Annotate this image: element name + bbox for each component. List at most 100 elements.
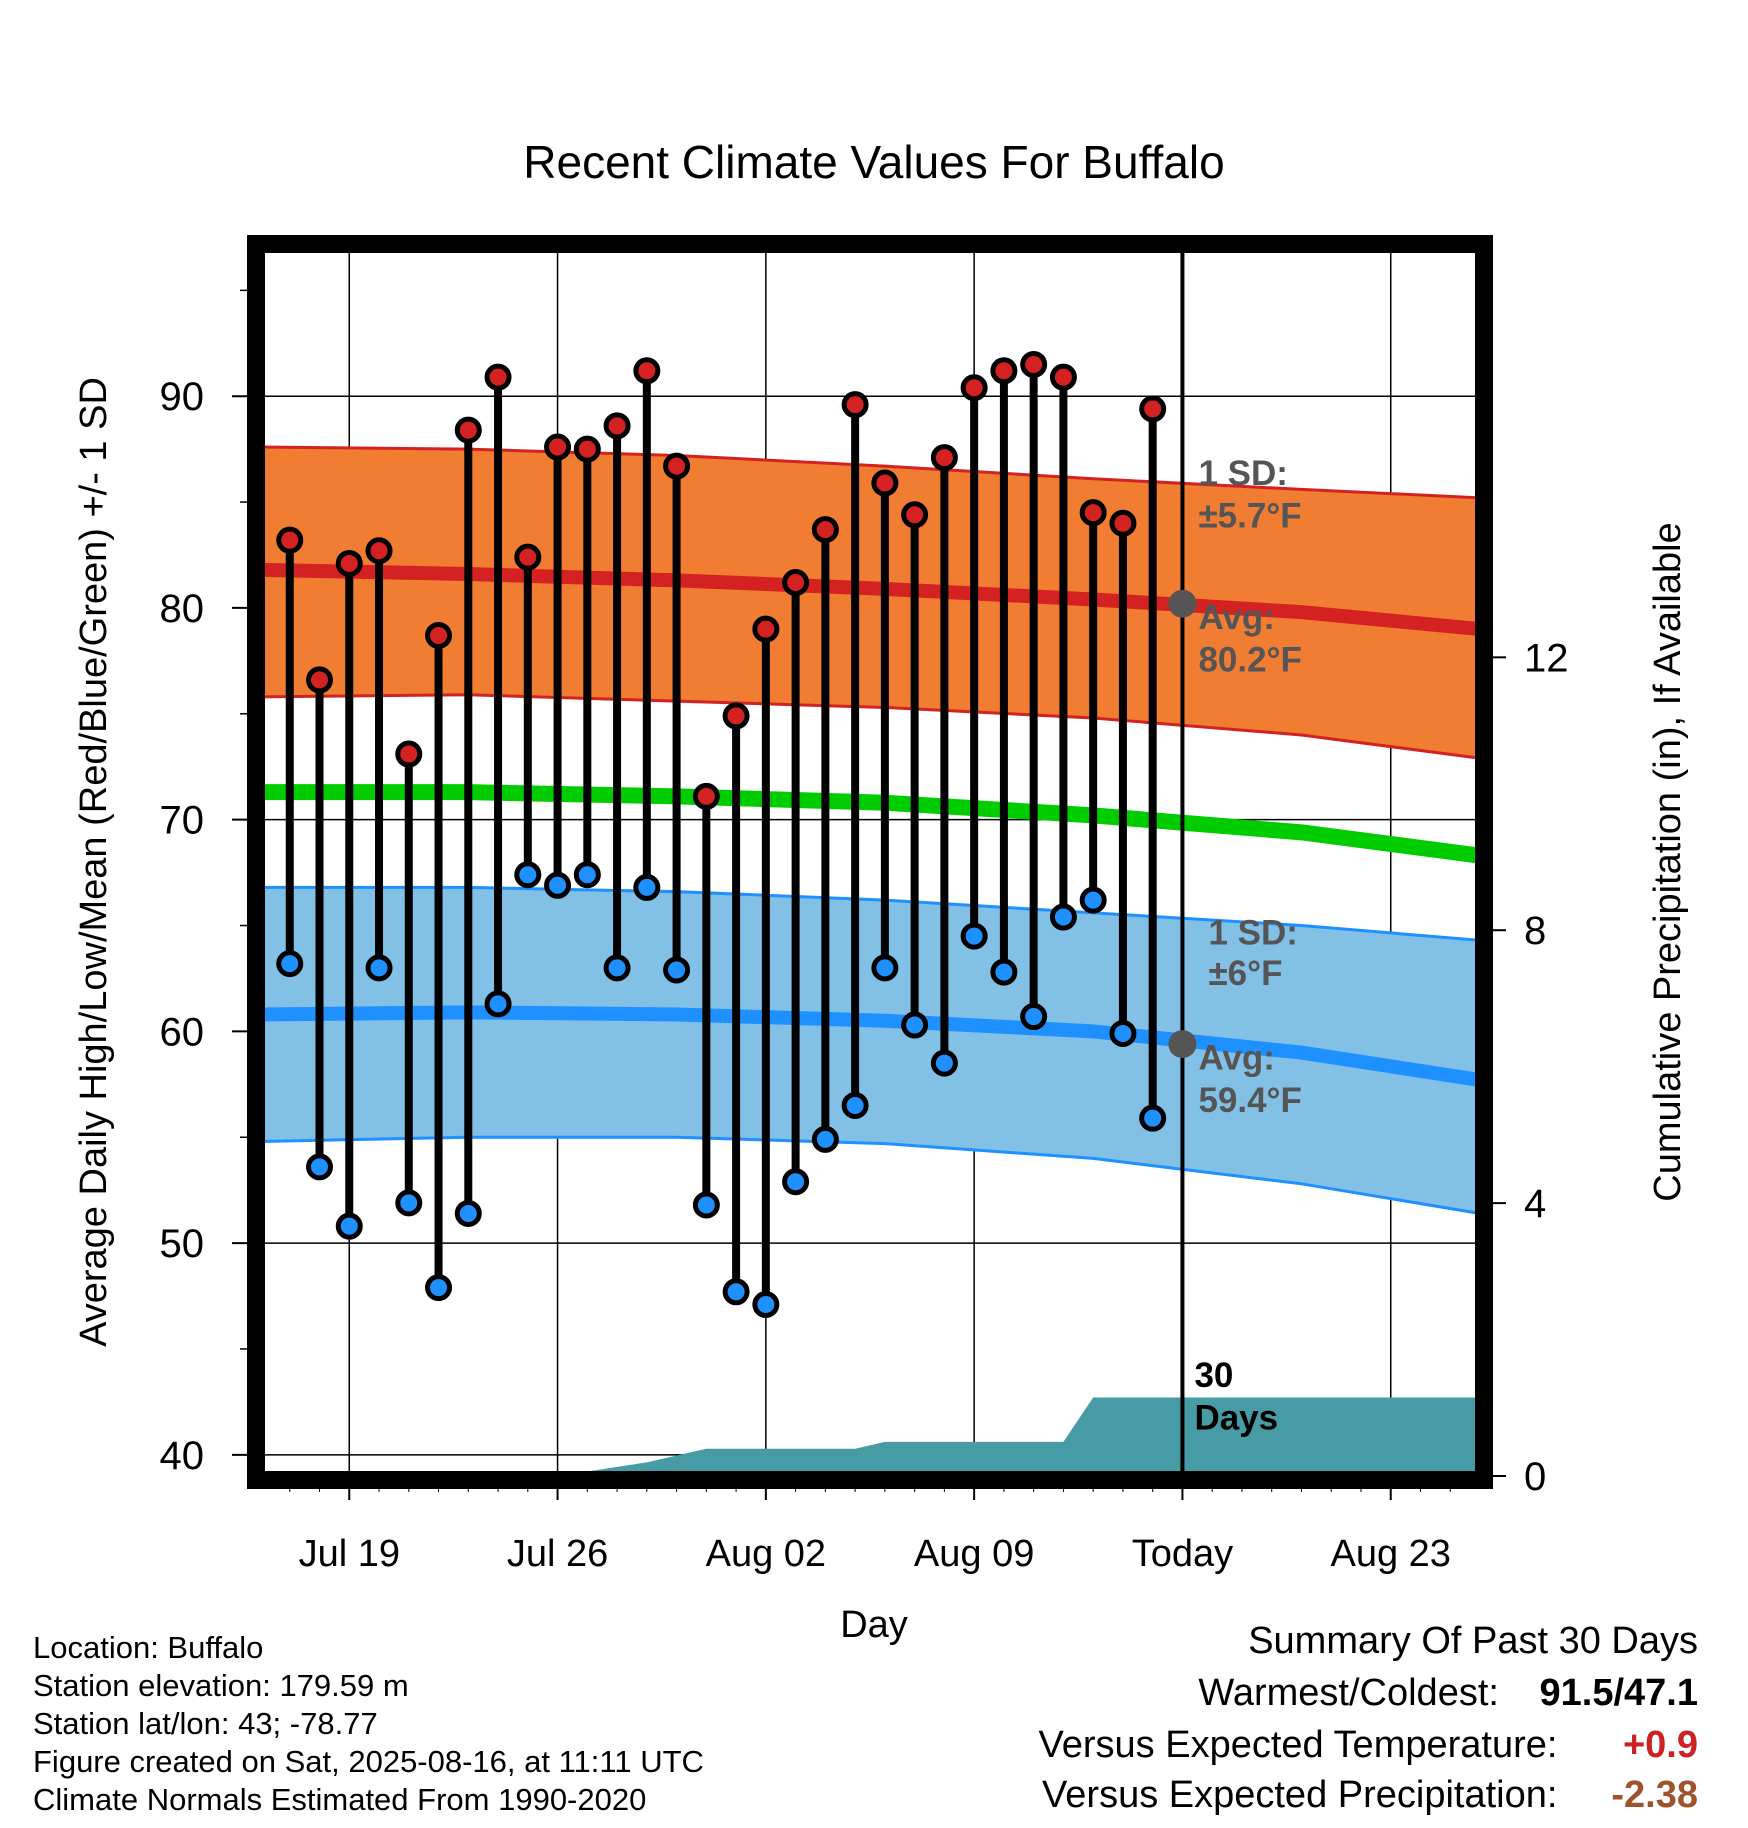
- precip-area: [260, 1397, 1480, 1476]
- y-tick-label: 60: [160, 1010, 205, 1054]
- y-axis-label: Average Daily High/Low/Mean (Red/Blue/Gr…: [73, 377, 115, 1347]
- daily-high-point: [1049, 363, 1077, 391]
- daily-low-point: [692, 1191, 720, 1219]
- daily-high-point: [514, 543, 542, 571]
- low-sd-band: [260, 887, 1480, 1214]
- daily-high-point: [573, 435, 601, 463]
- daily-low-point: [633, 873, 661, 901]
- daily-low-point: [425, 1274, 453, 1302]
- today-low-avg-marker: [1168, 1030, 1197, 1059]
- summary-title: Summary Of Past 30 Days: [1248, 1620, 1698, 1662]
- daily-high-point: [1020, 350, 1048, 378]
- daily-high-point: [811, 516, 839, 544]
- daily-low-point: [1049, 903, 1077, 931]
- daily-low-point: [663, 956, 691, 984]
- daily-low-point: [782, 1168, 810, 1196]
- low-avg-label: Avg:: [1198, 1038, 1274, 1077]
- station-info: Location: Buffalo Station elevation: 179…: [33, 1629, 704, 1819]
- daily-high-point: [663, 452, 691, 480]
- daily-high-point: [871, 469, 899, 497]
- high-avg-value: 80.2°F: [1198, 640, 1302, 679]
- temp-departure-value: +0.9: [1622, 1724, 1698, 1766]
- daily-low-point: [841, 1091, 869, 1119]
- temp-departure-label: Versus Expected Temperature:: [1038, 1724, 1558, 1766]
- x-tick-label: Aug 02: [706, 1533, 826, 1575]
- y2-axis-label: Cumulative Precipitation (in), If Availa…: [1647, 522, 1689, 1201]
- daily-low-point: [930, 1049, 958, 1077]
- daily-low-point: [722, 1278, 750, 1306]
- low-sd-label: 1 SD:: [1208, 914, 1297, 953]
- precip-departure-label: Versus Expected Precipitation:: [1042, 1774, 1558, 1816]
- days-label-word: Days: [1194, 1398, 1278, 1437]
- daily-low-point: [811, 1125, 839, 1153]
- daily-high-point: [930, 444, 958, 472]
- daily-high-point: [306, 666, 334, 694]
- daily-high-point: [395, 740, 423, 768]
- low-sd-value: ±6°F: [1208, 954, 1282, 993]
- x-tick-label: Today: [1132, 1533, 1233, 1575]
- daily-low-point: [306, 1153, 334, 1181]
- daily-low-point: [335, 1212, 363, 1240]
- daily-low-point: [544, 871, 572, 899]
- daily-low-point: [960, 922, 988, 950]
- daily-bars: [276, 350, 1167, 1319]
- x-tick-label: Aug 09: [914, 1533, 1034, 1575]
- daily-low-point: [573, 861, 601, 889]
- daily-low-point: [395, 1189, 423, 1217]
- mean-avg-line: [260, 784, 1482, 864]
- daily-low-point: [603, 954, 631, 982]
- daily-high-point: [782, 569, 810, 597]
- x-tick-label: Jul 26: [507, 1533, 608, 1575]
- daily-high-point: [335, 549, 363, 577]
- daily-high-point: [544, 433, 572, 461]
- daily-low-point: [1020, 1003, 1048, 1031]
- daily-high-point: [752, 615, 780, 643]
- y-tick-label: 90: [160, 375, 205, 419]
- daily-low-point: [484, 990, 512, 1018]
- daily-high-point: [692, 782, 720, 810]
- daily-high-point: [633, 357, 661, 385]
- station-location: Location: Buffalo: [33, 1630, 264, 1665]
- daily-high-point: [365, 537, 393, 565]
- y-tick-label: 40: [160, 1434, 205, 1478]
- precip-departure-value: -2.38: [1611, 1774, 1698, 1816]
- precip-layer: [260, 1397, 1480, 1476]
- temp-departure-row: Versus Expected Temperature: +0.9: [1039, 1724, 1698, 1767]
- precip-departure-row: Versus Expected Precipitation: -2.38: [1042, 1774, 1698, 1817]
- daily-high-point: [454, 416, 482, 444]
- y2-tick-label: 4: [1524, 1182, 1546, 1226]
- y-tick-label: 50: [160, 1222, 205, 1266]
- daily-high-point: [901, 501, 929, 529]
- daily-low-point: [454, 1199, 482, 1227]
- y-tick-label: 70: [160, 799, 205, 843]
- daily-high-point: [425, 621, 453, 649]
- daily-low-point: [752, 1291, 780, 1319]
- daily-low-point: [276, 950, 304, 978]
- warmest-coldest-row: Warmest/Coldest: 91.5/47.1: [1198, 1672, 1698, 1715]
- daily-high-point: [1079, 499, 1107, 527]
- days-label-number: 30: [1194, 1356, 1233, 1395]
- daily-low-point: [1109, 1019, 1137, 1047]
- y2-tick-label: 0: [1524, 1455, 1546, 1499]
- daily-high-point: [484, 363, 512, 391]
- daily-high-point: [722, 702, 750, 730]
- summary-panel: Summary Of Past 30 Days Warmest/Coldest:…: [798, 1620, 1698, 1820]
- high-sd-label: 1 SD:: [1198, 454, 1287, 493]
- daily-high-point: [1109, 509, 1137, 537]
- x-tick-label: Jul 19: [299, 1533, 400, 1575]
- low-avg-value: 59.4°F: [1198, 1081, 1302, 1120]
- daily-high-point: [990, 357, 1018, 385]
- daily-high-point: [960, 374, 988, 402]
- chart-title: Recent Climate Values For Buffalo: [523, 136, 1224, 188]
- high-sd-value: ±5.7°F: [1198, 496, 1301, 535]
- high-sd-band: [260, 447, 1480, 759]
- today-high-avg-marker: [1168, 589, 1197, 618]
- daily-low-point: [1139, 1104, 1167, 1132]
- daily-high-point: [1139, 395, 1167, 423]
- plot-frame: [247, 235, 1493, 1489]
- figure-created: Figure created on Sat, 2025-08-16, at 11…: [33, 1744, 704, 1779]
- x-tick-label: Aug 23: [1331, 1533, 1451, 1575]
- daily-low-point: [365, 954, 393, 982]
- y-tick-label: 80: [160, 587, 205, 631]
